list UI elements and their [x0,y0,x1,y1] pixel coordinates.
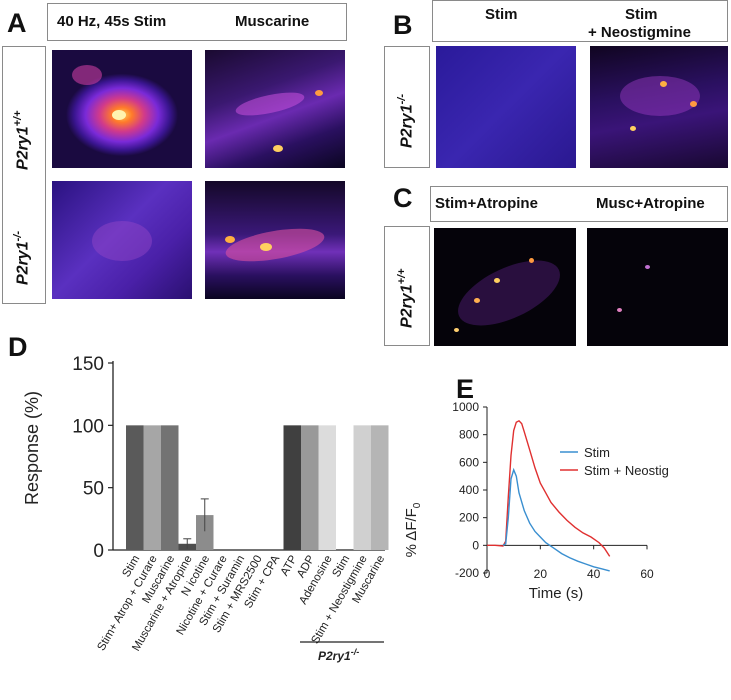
panel-e-xtick-label: 40 [587,567,601,581]
panel-a-image-stim-ko [52,181,192,299]
hotspot [529,258,534,263]
legend-label: Stim + Neostig [584,463,669,478]
panel-a-image-musc-ko [205,181,345,299]
panel-e-chart: -200 0 200 400 600 800 1000 0 20 40 60 % ΔF/F0 Tim… [403,400,669,602]
bar [318,425,336,550]
panel-b-col2-title: Stim [625,6,658,23]
hotspot [474,298,480,303]
panel-a-row1-label: P2ry1+/+ [12,110,32,171]
panel-c-row-label-box [384,226,430,346]
panel-e-ytick-label: 200 [459,511,479,525]
bar [143,425,161,550]
panel-b-image-stim [436,46,576,168]
bar [126,425,144,550]
panel-b-col1-title: Stim [485,6,518,23]
hotspot [315,90,323,96]
hotspot [448,247,570,339]
hotspot [112,110,126,120]
panel-e-ytick-label: 1000 [452,400,479,414]
panel-c-col2-title: Musc+Atropine [596,195,705,212]
panel-a-letter: A [7,8,27,38]
hotspot [660,81,667,87]
bar [301,425,319,550]
panel-c-col1-title: Stim+Atropine [435,195,538,212]
bar [161,425,179,550]
bar [353,425,371,550]
panel-d-ytick-label: 150 [72,354,104,375]
panel-e-xtick-label: 0 [484,567,491,581]
hotspot [494,278,500,283]
panel-e-ytick-label: -200 [455,566,479,580]
bar [196,515,214,550]
panel-b-header: Stim Stim + Neostigmine [432,0,728,42]
panel-c-image-stim-atropine [434,228,576,346]
panel-c-letter: C [393,183,413,213]
panel-d-ylabel: Response (%) [22,391,42,505]
panel-b-image-neostigmine [590,46,728,168]
panel-e-letter: E [456,374,475,404]
panel-a-row2-label: P2ry1-/- [12,231,32,285]
panel-a-col2-title: Muscarine [235,13,310,30]
legend-label: Stim [584,445,610,460]
panel-d-ytick-label: 50 [83,479,104,500]
hotspot [225,236,235,243]
panel-e-ylabel: % ΔF/F0 [403,502,423,557]
panel-e-xtick-label: 20 [534,567,548,581]
panel-c-header: Stim+Atropine Musc+Atropine [430,186,728,222]
hotspot [645,265,650,269]
bar [371,425,389,550]
panel-a-col1-title: 40 Hz, 45s Stim [57,13,167,30]
hotspot [454,328,459,332]
hotspot [233,87,307,121]
hotspot [273,145,283,152]
panel-c-image-musc-atropine [587,228,728,346]
panel-b-letter: B [393,10,413,40]
panel-d-ytick-label: 100 [72,416,104,437]
hotspot [690,101,697,107]
panel-a-image-stim-wt [52,50,192,168]
panel-e-ytick-label: 400 [459,483,479,497]
panel-e-ytick-label: 0 [472,538,479,552]
bar [283,425,301,550]
panel-d-ytick-label: 0 [93,541,104,562]
panel-d-group-label: P2ry1-/- [318,647,359,663]
panel-e-ytick-label: 800 [459,428,479,442]
series-line [502,467,610,572]
panel-e-ytick-label: 600 [459,455,479,469]
hotspot [92,221,152,261]
panel-e-xlabel: Time (s) [529,585,583,602]
panel-b-row-label-box [384,46,430,168]
series-line [487,419,611,557]
panel-a-header: 40 Hz, 45s Stim Muscarine [47,3,347,41]
panel-a-row-label-box [2,46,46,304]
hotspot [260,243,272,251]
panel-d-letter: D [8,332,28,362]
hotspot [72,65,102,85]
panel-b-col2-subtitle: + Neostigmine [588,24,691,41]
panel-b-row-label: P2ry1-/- [396,94,416,148]
hotspot [617,308,622,312]
hotspot [630,126,636,131]
panel-c-row-label: P2ry1+/+ [396,268,416,329]
panel-a-image-musc-wt [205,50,345,168]
hotspot [223,222,327,268]
panel-e-xtick-label: 60 [640,567,654,581]
